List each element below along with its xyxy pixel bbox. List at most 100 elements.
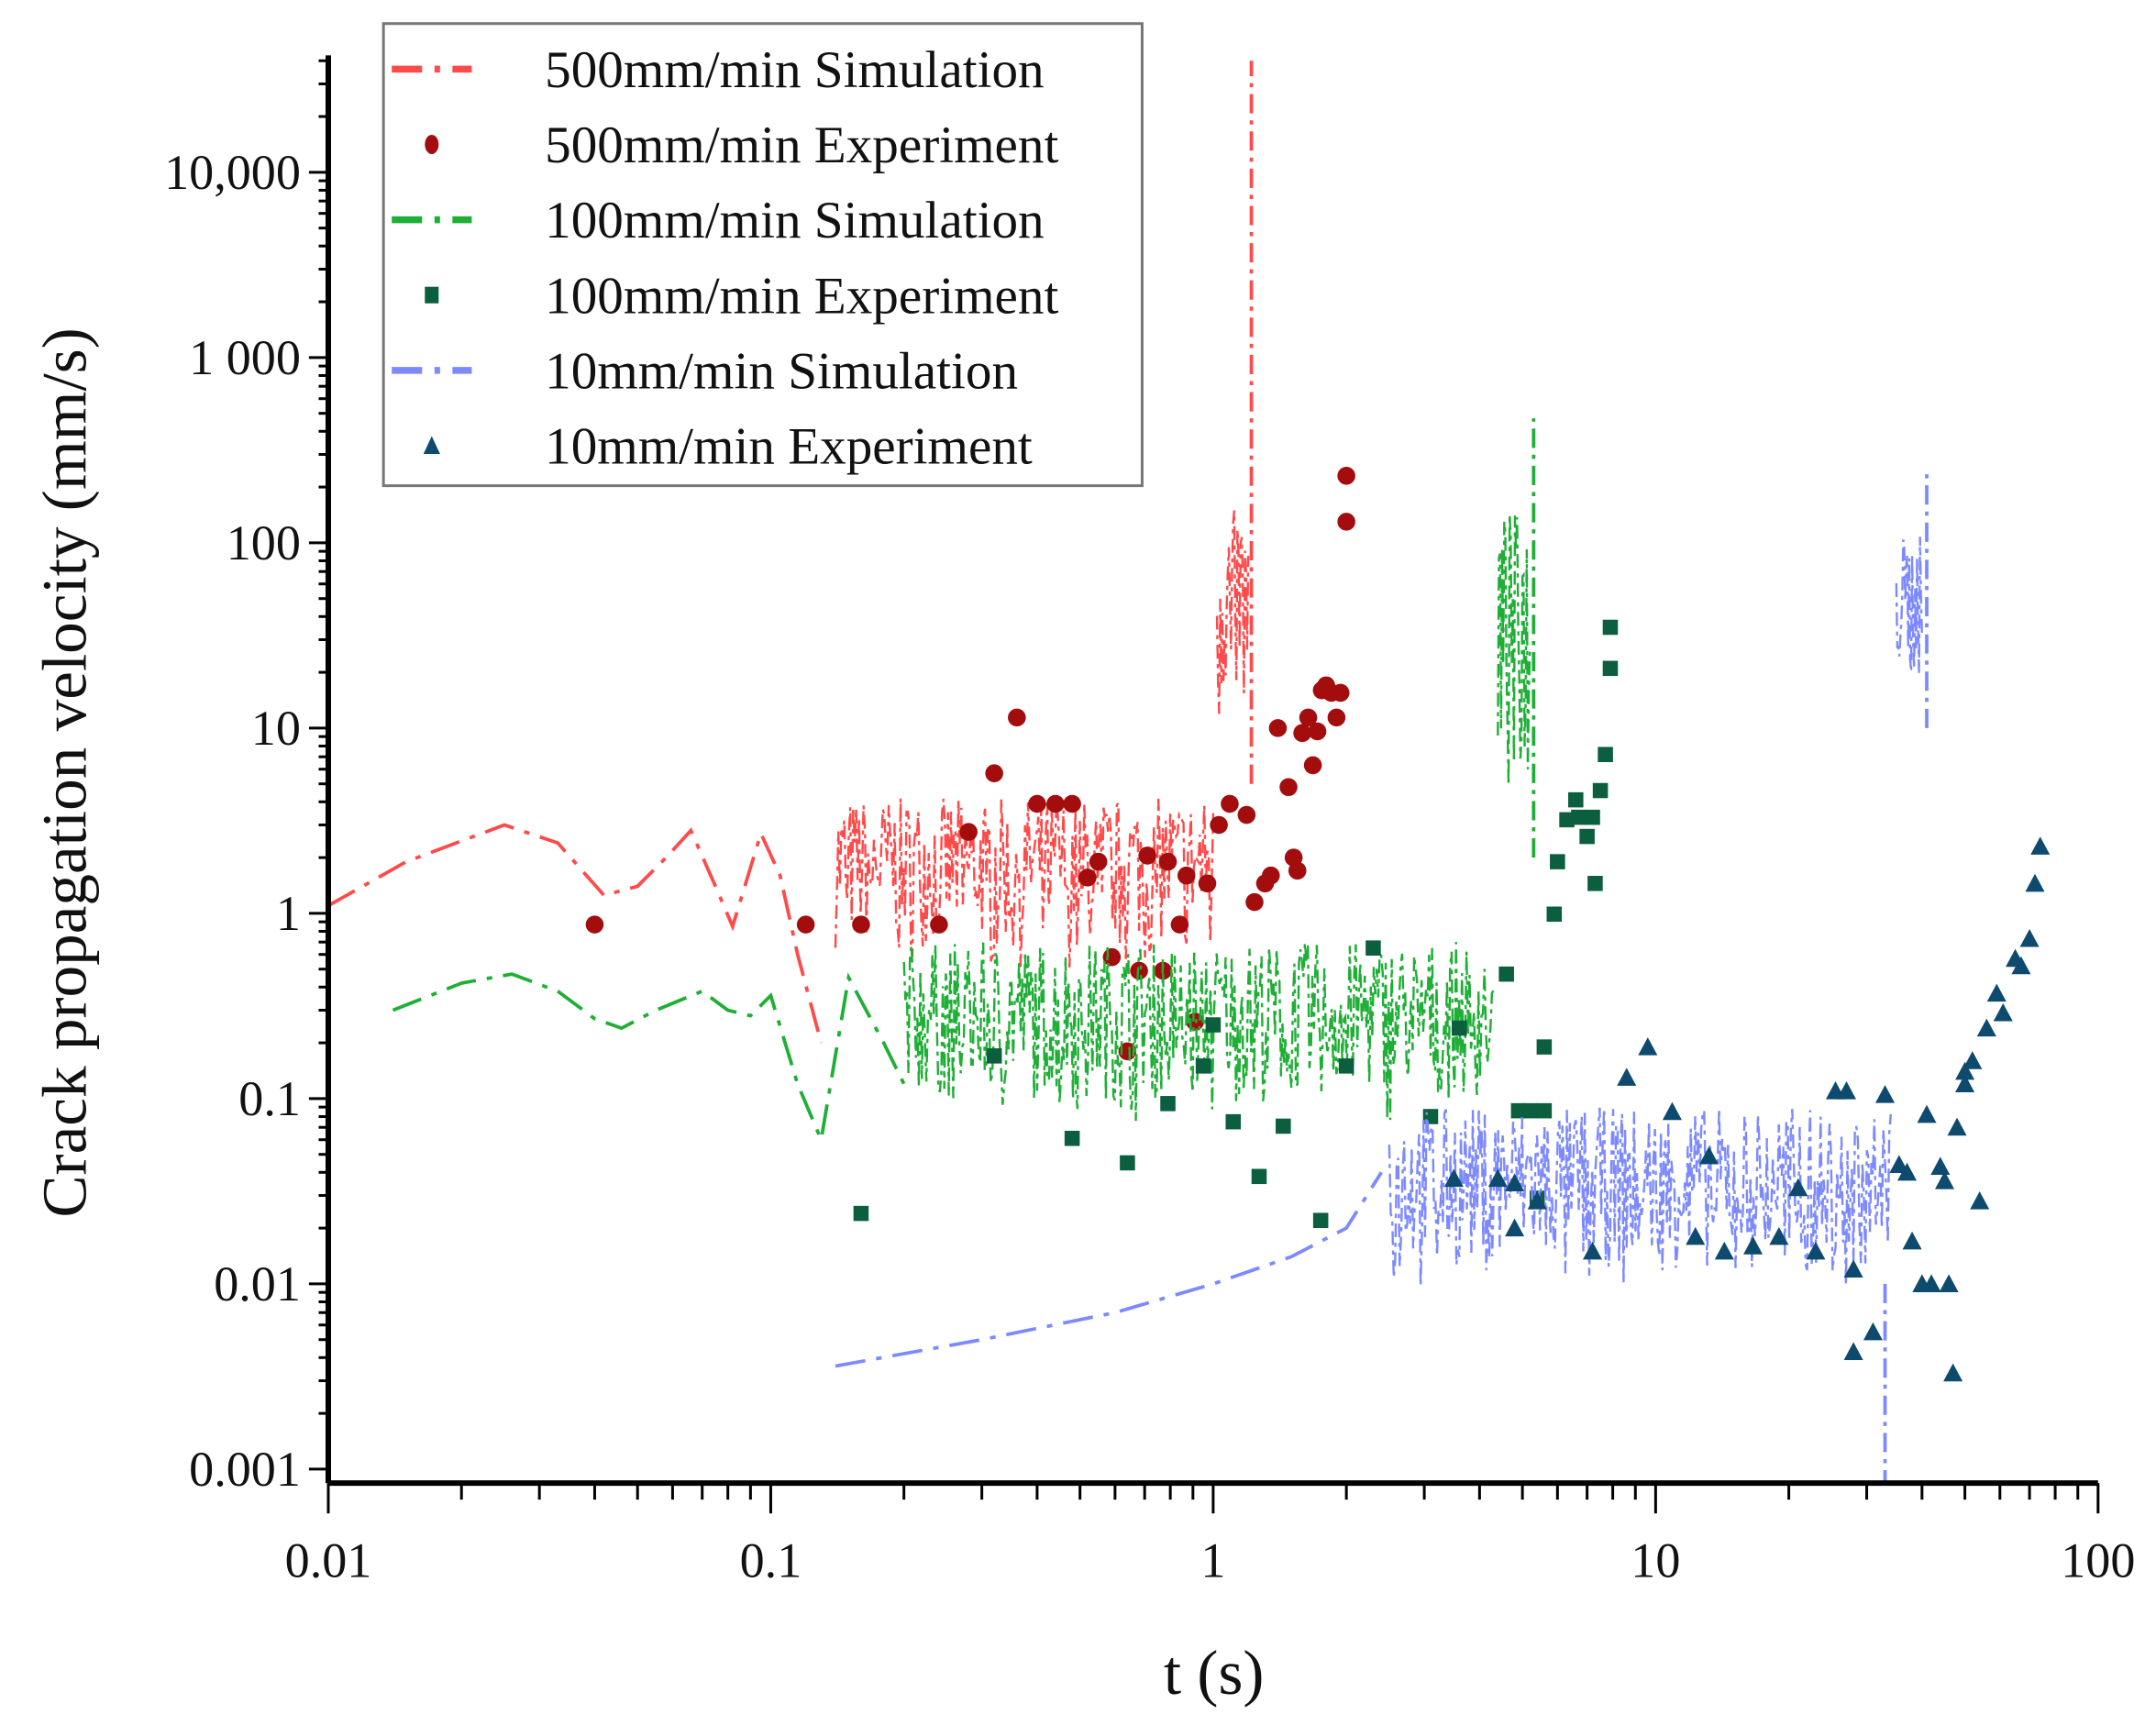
y-axis-label: Crack propagation velocity (mm/s) bbox=[28, 327, 99, 1217]
experiment-point bbox=[1422, 1109, 1439, 1124]
simulation-line-smooth bbox=[392, 972, 906, 1146]
experiment-point bbox=[1585, 809, 1600, 825]
experiment-point bbox=[1843, 1259, 1863, 1278]
experiment-point bbox=[1303, 756, 1322, 775]
experiment-point bbox=[1617, 1068, 1637, 1086]
simulation-line-smooth bbox=[835, 1171, 1383, 1368]
experiment-point bbox=[1592, 782, 1609, 799]
y-tick-label: 0.001 bbox=[189, 1442, 301, 1497]
simulation-line-noisy bbox=[1497, 514, 1531, 786]
experiment-point bbox=[1743, 1236, 1763, 1255]
experiment-point bbox=[1487, 1168, 1508, 1188]
experiment-point bbox=[796, 915, 815, 934]
experiment-point bbox=[585, 915, 604, 934]
y-tick-label: 0.1 bbox=[238, 1071, 301, 1126]
experiment-point bbox=[1177, 866, 1196, 885]
experiment-point bbox=[959, 823, 978, 841]
experiment-point bbox=[1028, 794, 1046, 813]
experiment-point bbox=[1874, 1085, 1896, 1103]
experiment-point bbox=[1571, 809, 1587, 825]
experiment-point bbox=[1955, 1061, 1975, 1080]
experiment-point bbox=[1806, 1241, 1826, 1260]
experiment-point bbox=[1279, 778, 1298, 797]
legend-square-icon bbox=[425, 286, 439, 304]
experiment-point bbox=[1769, 1226, 1789, 1245]
series-500mm-min-simulation bbox=[327, 61, 1254, 1044]
series-100mm-min-simulation bbox=[392, 418, 1536, 1146]
simulation-line-noisy bbox=[1388, 1107, 1892, 1287]
experiment-point bbox=[1917, 1104, 1937, 1123]
experiment-point bbox=[1327, 708, 1346, 727]
experiment-point bbox=[1930, 1156, 1951, 1175]
experiment-point bbox=[1268, 719, 1288, 737]
legend-box bbox=[381, 22, 1144, 488]
experiment-point bbox=[1955, 1074, 1975, 1092]
experiment-point bbox=[1089, 852, 1108, 871]
experiment-point bbox=[1251, 1168, 1267, 1185]
simulation-line-noisy bbox=[1215, 510, 1250, 714]
experiment-point bbox=[1587, 876, 1603, 891]
experiment-point bbox=[1237, 805, 1256, 824]
experiment-point bbox=[1293, 724, 1311, 743]
series-10mm-min-simulation bbox=[835, 469, 1929, 1484]
experiment-point bbox=[1262, 866, 1280, 885]
experiment-point bbox=[1896, 1162, 1918, 1181]
experiment-point bbox=[1522, 1102, 1538, 1119]
experiment-point bbox=[1158, 852, 1178, 871]
experiment-point bbox=[1662, 1101, 1682, 1121]
experiment-point bbox=[1546, 906, 1563, 923]
experiment-point bbox=[1312, 1212, 1329, 1229]
experiment-point bbox=[1160, 1096, 1176, 1112]
experiment-point bbox=[1602, 660, 1619, 677]
experiment-point bbox=[1245, 892, 1264, 912]
experiment-point bbox=[1963, 1051, 1983, 1069]
experiment-point bbox=[1338, 1058, 1354, 1074]
experiment-point bbox=[1276, 1118, 1291, 1134]
experiment-point bbox=[1505, 1173, 1525, 1192]
legend-circle-icon bbox=[425, 134, 439, 155]
experiment-point bbox=[1699, 1145, 1719, 1165]
legend: 500mm/min Simulation 500mm/min Experiment… bbox=[381, 22, 1144, 488]
experiment-point bbox=[1788, 1178, 1808, 1197]
experiment-point bbox=[1843, 1342, 1863, 1360]
experiment-point bbox=[1498, 966, 1514, 982]
x-tick-label: 0.01 bbox=[285, 1532, 372, 1588]
x-tick-label: 10 bbox=[1631, 1532, 1680, 1588]
experiment-point bbox=[1863, 1322, 1883, 1341]
experiment-point bbox=[1943, 1363, 1963, 1382]
x-tick-label: 1 bbox=[1200, 1532, 1225, 1588]
experiment-point bbox=[2011, 956, 2031, 975]
experiment-point bbox=[1452, 1020, 1467, 1036]
simulation-line-noisy bbox=[902, 942, 1495, 1122]
experiment-point bbox=[1337, 513, 1355, 531]
plot-area bbox=[327, 61, 2051, 1484]
legend-label: 500mm/min Experiment bbox=[545, 116, 1058, 174]
experiment-point bbox=[1714, 1241, 1734, 1260]
experiment-point bbox=[1934, 1171, 1955, 1189]
experiment-point bbox=[1993, 1002, 2013, 1022]
legend-label: 100mm/min Experiment bbox=[545, 267, 1058, 325]
experiment-point bbox=[1986, 983, 2007, 1002]
experiment-point bbox=[1836, 1081, 1857, 1100]
experiment-point bbox=[1510, 1102, 1527, 1119]
experiment-point bbox=[1568, 791, 1584, 808]
experiment-point bbox=[1536, 1102, 1553, 1119]
experiment-point bbox=[852, 915, 870, 934]
experiment-point bbox=[1536, 1039, 1553, 1055]
x-tick-label: 100 bbox=[2061, 1532, 2135, 1588]
experiment-point bbox=[1365, 940, 1381, 956]
legend-triangle-icon bbox=[423, 436, 440, 455]
experiment-point bbox=[1064, 1131, 1080, 1146]
x-axis-label: t (s) bbox=[1164, 1637, 1265, 1708]
experiment-point bbox=[1078, 869, 1097, 887]
experiment-point bbox=[1527, 1191, 1547, 1210]
series-10mm-min-experiment bbox=[1443, 836, 2051, 1382]
simulation-line-noisy bbox=[1895, 537, 1924, 673]
experiment-point bbox=[1225, 1113, 1242, 1130]
simulation-line-smooth bbox=[327, 823, 824, 1044]
legend-label: 100mm/min Simulation bbox=[545, 192, 1044, 249]
y-tick-label: 10 bbox=[251, 701, 301, 756]
experiment-point bbox=[985, 764, 1003, 782]
y-tick-label: 100 bbox=[227, 515, 301, 570]
